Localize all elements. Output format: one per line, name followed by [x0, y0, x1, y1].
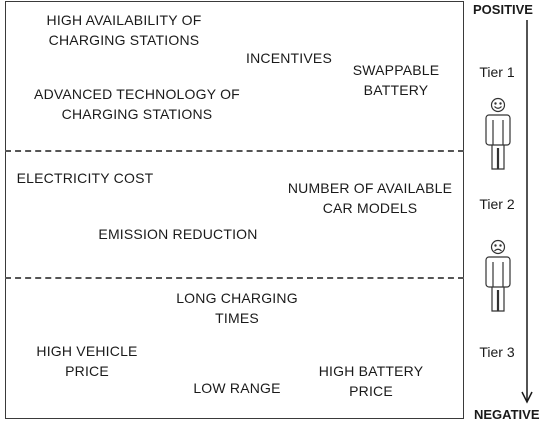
factor-high-battery-price: HIGH BATTERY PRICE [318, 363, 424, 399]
diagram-frame [5, 1, 464, 419]
factor-high-availability-of-charging-stations: HIGH AVAILABILITY OF CHARGING STATIONS [46, 12, 202, 48]
tier-divider-2-3 [5, 277, 464, 279]
factor-long-charging-times: LONG CHARGING TIMES [176, 290, 298, 326]
tier-3-label: Tier 3 [479, 344, 515, 360]
positive-label: POSITIVE [473, 2, 533, 17]
tier-divider-1-2 [5, 150, 464, 152]
factor-high-vehicle-price: HIGH VEHICLE PRICE [36, 343, 138, 379]
factor-number-of-available-car-models: NUMBER OF AVAILABLE CAR MODELS [287, 180, 453, 216]
smiling-person-icon [485, 97, 511, 170]
tier-2-label: Tier 2 [479, 196, 515, 212]
factor-low-range: LOW RANGE [193, 380, 281, 396]
factor-advanced-technology-of-charging-stations: ADVANCED TECHNOLOGY OF CHARGING STATIONS [34, 86, 240, 122]
factor-electricity-cost: ELECTRICITY COST [16, 170, 154, 186]
frowning-person-icon [485, 239, 511, 312]
factor-swappable-battery: SWAPPABLE BATTERY [352, 62, 440, 98]
negative-label: NEGATIVE [474, 407, 540, 422]
positive-to-negative-arrow [521, 20, 533, 404]
tier-1-label: Tier 1 [479, 64, 515, 80]
factor-incentives: INCENTIVES [245, 50, 332, 66]
factor-emission-reduction: EMISSION REDUCTION [98, 226, 258, 242]
